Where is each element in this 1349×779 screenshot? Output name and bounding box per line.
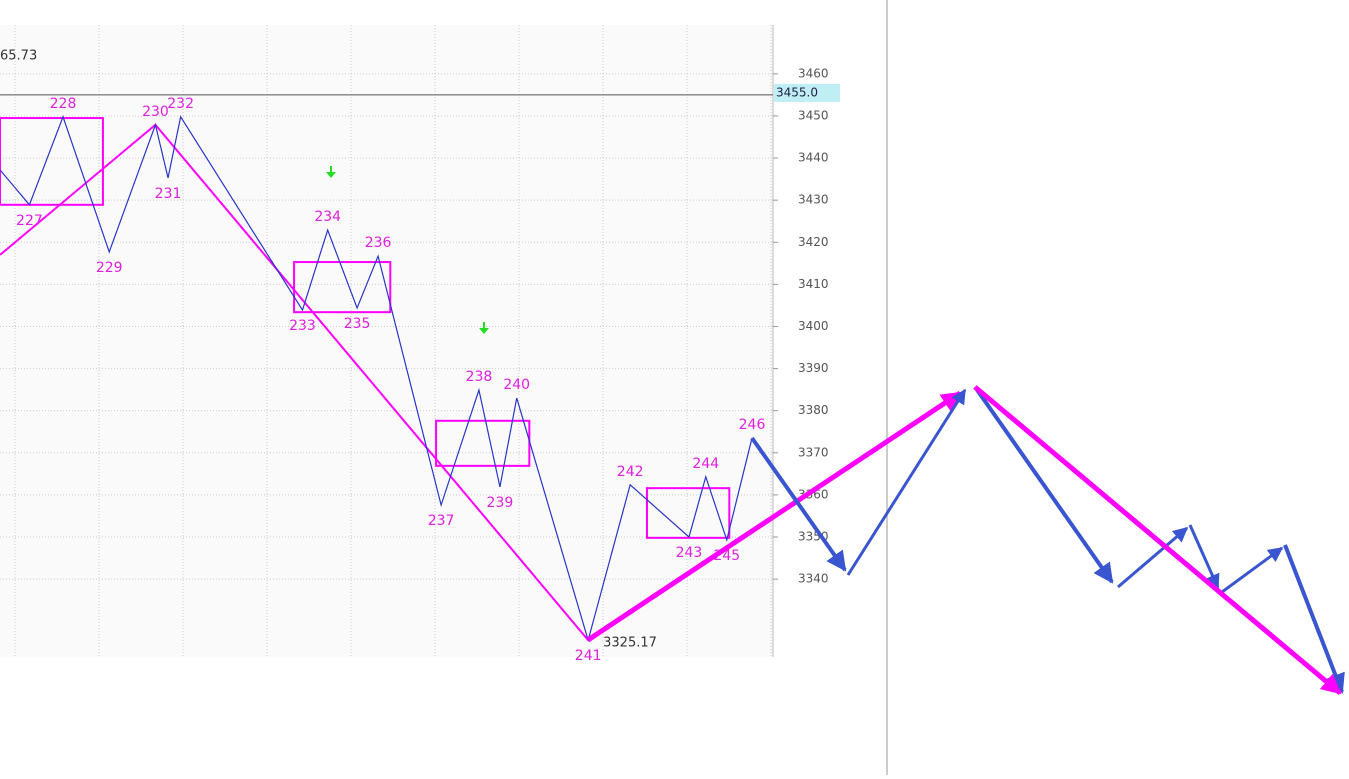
wave-label: 227 bbox=[16, 213, 43, 229]
projection-arrow bbox=[1117, 526, 1189, 589]
chart-layer: 3455.0 227 228 229 230 231 232 233 234 235 236 237 2… bbox=[0, 83, 840, 664]
wave-label: 242 bbox=[617, 464, 644, 480]
wave-label: 244 bbox=[692, 456, 719, 472]
signal-arrow bbox=[479, 322, 489, 334]
wave-label: 246 bbox=[739, 417, 766, 433]
high-label: 65.73 bbox=[0, 49, 37, 64]
wave-label: 241 bbox=[575, 648, 602, 664]
plot-area bbox=[0, 25, 773, 657]
consolidation-box bbox=[645, 487, 731, 539]
projection-arrow bbox=[846, 388, 967, 576]
wave-line bbox=[0, 115, 753, 643]
wave-label: 234 bbox=[314, 209, 341, 225]
wave-label: 238 bbox=[466, 369, 493, 385]
price-tag-bg bbox=[774, 83, 840, 102]
wave-label: 230 bbox=[142, 104, 169, 120]
projection-arrow bbox=[750, 436, 847, 572]
consolidation-box bbox=[0, 117, 104, 206]
y-tick-label: 3400 bbox=[798, 319, 829, 333]
wave-label: 233 bbox=[289, 318, 316, 334]
wave-label: 228 bbox=[50, 96, 77, 112]
wave-label: 229 bbox=[96, 260, 123, 276]
y-tick-label: 3390 bbox=[798, 361, 829, 375]
wave-label: 239 bbox=[487, 495, 514, 511]
projection-arrow bbox=[973, 385, 1114, 584]
projection-arrow bbox=[973, 385, 1342, 695]
consolidation-box bbox=[293, 261, 392, 314]
projection-arrow bbox=[586, 390, 962, 643]
y-tick-label: 3430 bbox=[798, 193, 829, 207]
signal-arrow bbox=[326, 166, 336, 178]
y-tick-label: 3380 bbox=[798, 403, 829, 417]
wave-label: 232 bbox=[167, 96, 194, 112]
price-tag: 3455.0 bbox=[776, 85, 818, 99]
wave-label: 237 bbox=[428, 513, 455, 529]
y-tick-label: 3340 bbox=[798, 572, 829, 586]
y-tick-label: 3450 bbox=[798, 108, 829, 122]
projection bbox=[586, 385, 1345, 695]
wave-label: 235 bbox=[344, 316, 371, 332]
y-tick-label: 3420 bbox=[798, 235, 829, 249]
wave-label: 231 bbox=[155, 186, 182, 202]
y-tick-label: 3370 bbox=[798, 445, 829, 459]
projection-arrow bbox=[1188, 524, 1220, 590]
wave-label: 236 bbox=[365, 235, 392, 251]
wave-label: 240 bbox=[503, 377, 530, 393]
low-label: 3325.17 bbox=[603, 636, 657, 651]
consolidation-box bbox=[435, 419, 531, 467]
y-tick-label: 3440 bbox=[798, 151, 829, 165]
wave-label: 243 bbox=[676, 545, 703, 561]
projection-arrow bbox=[1221, 546, 1284, 594]
y-tick-label: 3460 bbox=[798, 66, 829, 80]
y-tick-label: 3410 bbox=[798, 277, 829, 291]
projection-arrow bbox=[1283, 544, 1345, 694]
grid: 3340335033603370338033903400341034203430… bbox=[0, 25, 829, 657]
